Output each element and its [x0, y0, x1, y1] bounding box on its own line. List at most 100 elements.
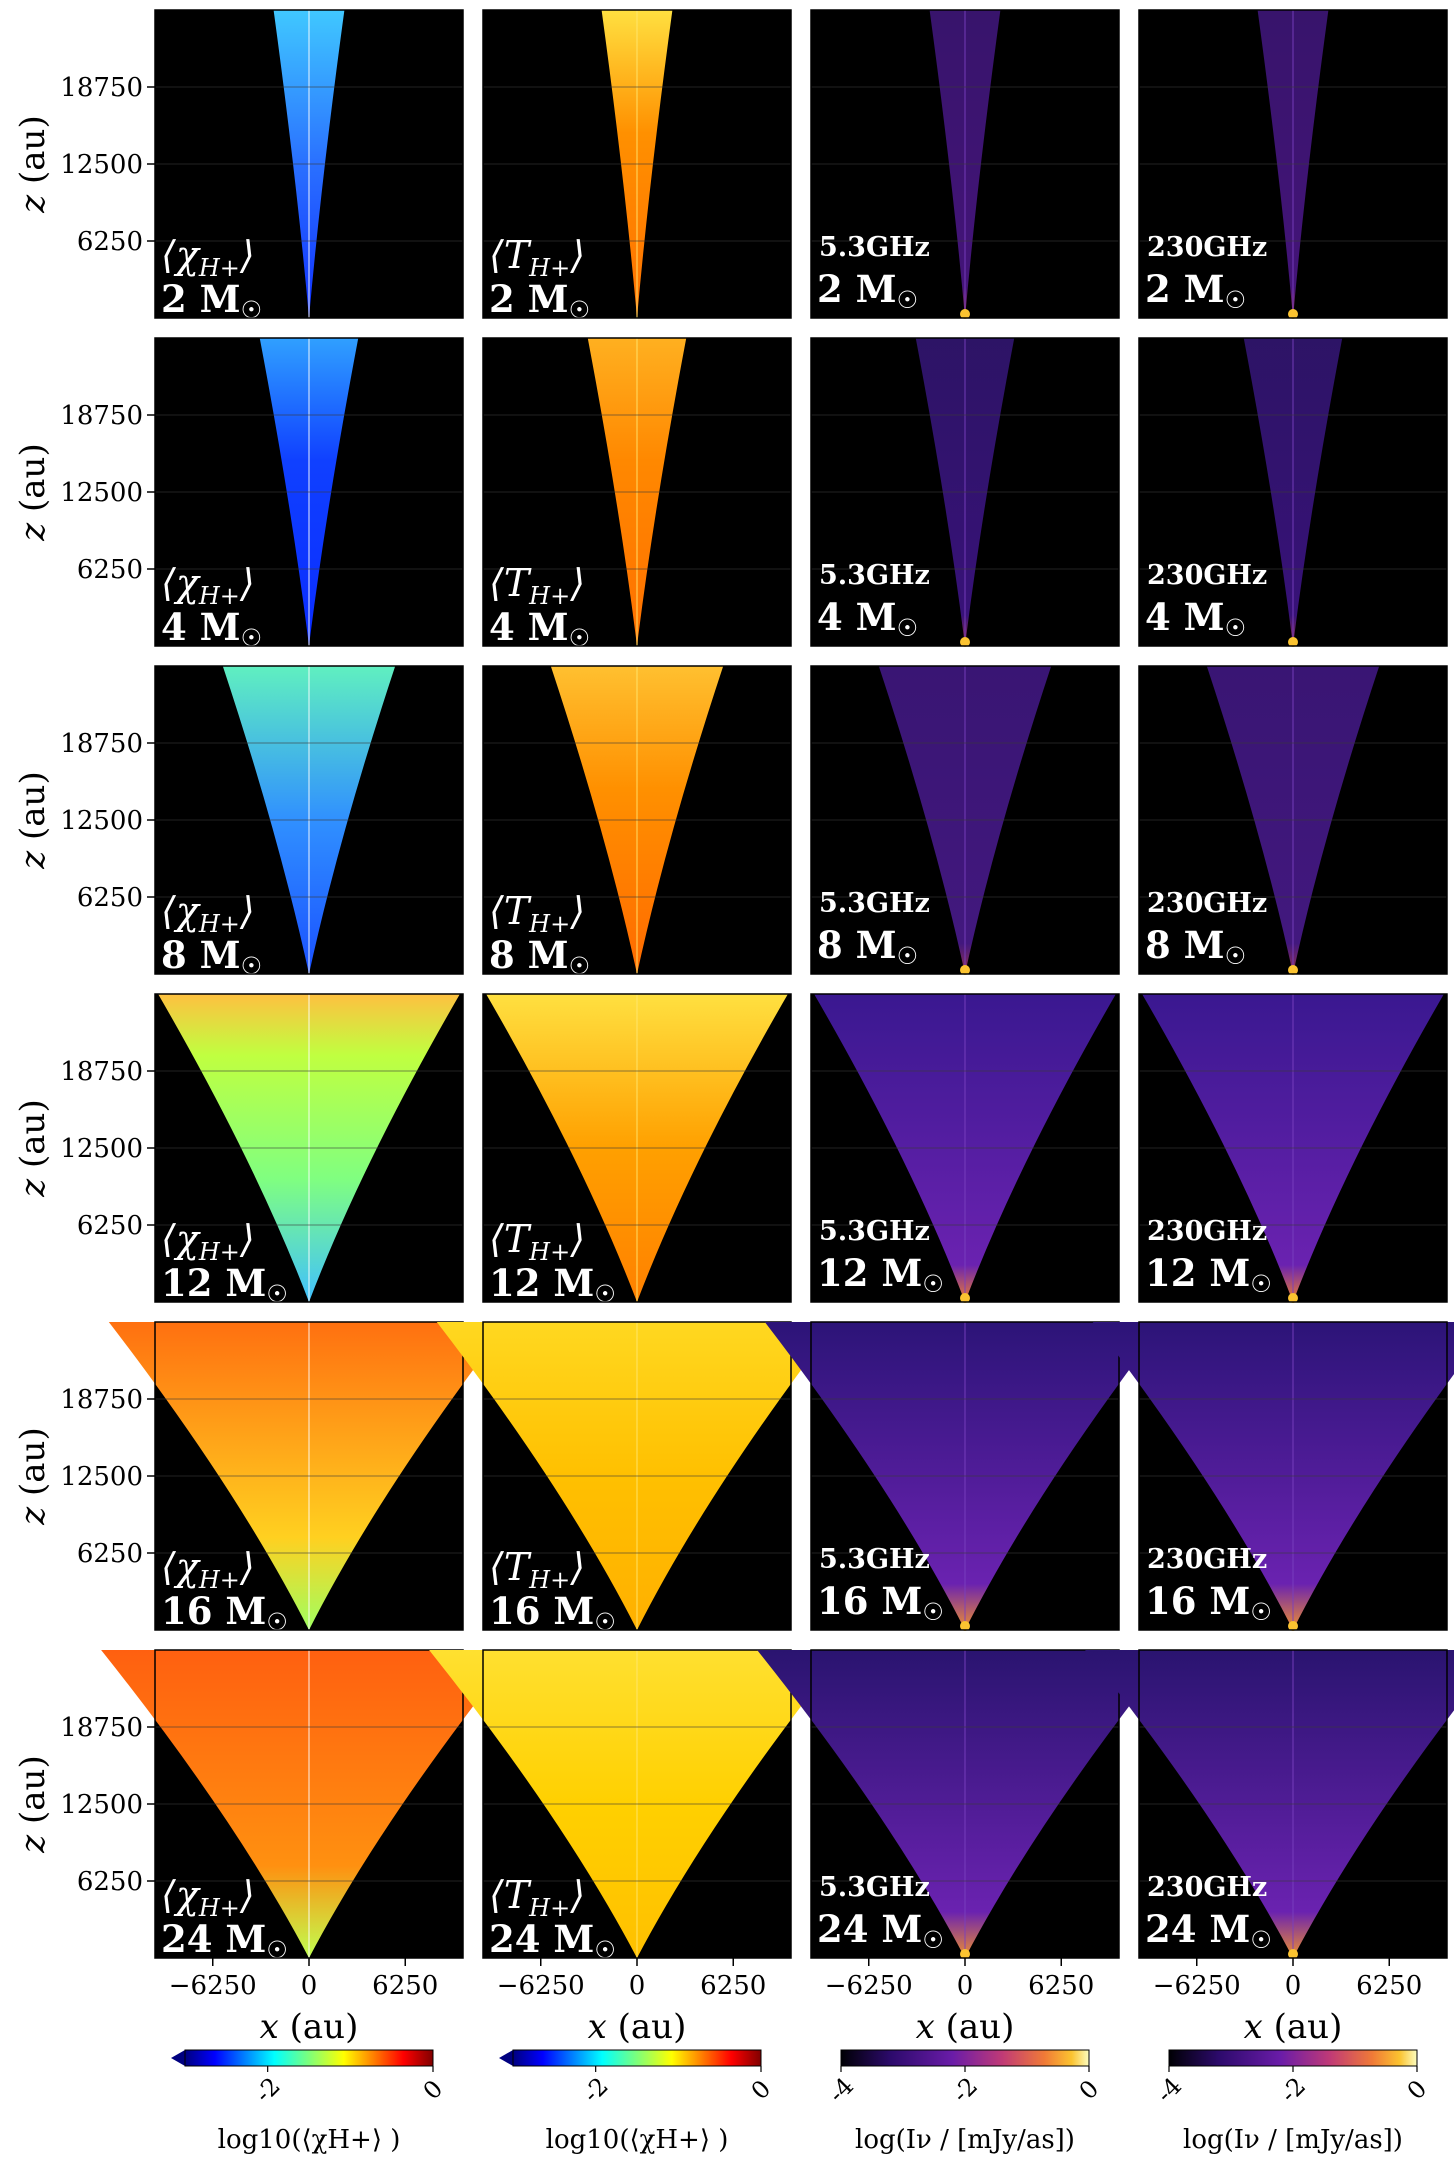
- panel-chi-2msun: ⟨χH+⟩2 M☉: [154, 9, 464, 324]
- source-peak: [1288, 1621, 1298, 1631]
- y-tick-label: 12500: [60, 478, 143, 508]
- panel-frame: [482, 665, 792, 975]
- frequency-label: 5.3GHz: [819, 560, 930, 591]
- source-peak: [960, 637, 970, 647]
- mass-label: 16 M☉: [489, 1589, 616, 1636]
- source-peak: [960, 1621, 970, 1631]
- colorbar-tick-label: 0: [746, 2075, 777, 2106]
- frequency-label: 230GHz: [1147, 1872, 1267, 1903]
- colorbar-gradient: [840, 2049, 1090, 2067]
- y-tick-label: 6250: [77, 555, 143, 585]
- panel-frame: [1138, 9, 1448, 319]
- colorbar-tick-label: 0: [1074, 2075, 1105, 2106]
- quantity-label: ⟨χH+⟩: [161, 1217, 255, 1266]
- mass-label: 4 M☉: [1145, 595, 1246, 642]
- y-tick-label: 18750: [60, 73, 143, 103]
- colorbar-i53: -4 -2 0 log(Iν / [mJy/as]): [823, 2049, 1105, 2155]
- mass-label: 8 M☉: [489, 933, 590, 980]
- panel-temp-4msun: ⟨TH+⟩4 M☉: [482, 337, 792, 652]
- panel-temp-16msun: ⟨TH+⟩16 M☉: [436, 1321, 838, 1636]
- x-axis-label: x (au): [260, 2007, 359, 2047]
- panel-frame: [1138, 1321, 1448, 1631]
- y-axis-label: z (au): [13, 771, 53, 869]
- colorbar-i230: -4 -2 0 log(Iν / [mJy/as]): [1151, 2049, 1433, 2155]
- panel-chi-12msun: ⟨χH+⟩12 M☉: [154, 993, 464, 1308]
- x-tick-label: 0: [1285, 1971, 1302, 2001]
- panel-chi-4msun: ⟨χH+⟩4 M☉: [154, 337, 464, 652]
- mass-label: 2 M☉: [1145, 267, 1246, 314]
- panel-temp-2msun: ⟨TH+⟩2 M☉: [482, 9, 792, 324]
- panel-chi-8msun: ⟨χH+⟩8 M☉: [154, 665, 464, 980]
- y-tick-label: 6250: [77, 1211, 143, 1241]
- x-axis-temp: −6250 0 6250 x (au): [497, 1958, 766, 2047]
- mass-label: 2 M☉: [161, 277, 262, 324]
- panel-temp-8msun: ⟨TH+⟩8 M☉: [482, 665, 792, 980]
- panel-frame: [1138, 993, 1448, 1303]
- panel-frame: [482, 9, 792, 319]
- x-tick-label: 6250: [372, 1971, 438, 2001]
- colorbar-tick-label: -4: [1151, 2072, 1187, 2108]
- x-tick-label: 6250: [1356, 1971, 1422, 2001]
- colorbar-label: log(Iν / [mJy/as]): [855, 2125, 1075, 2155]
- frequency-label: 230GHz: [1147, 560, 1267, 591]
- mass-label: 2 M☉: [817, 267, 918, 314]
- colorbar-extend-arrow: [499, 2050, 513, 2066]
- y-tick-label: 18750: [60, 1385, 143, 1415]
- y-axis-label: z (au): [13, 1427, 53, 1525]
- mass-label: 4 M☉: [161, 605, 262, 652]
- frequency-label: 230GHz: [1147, 1216, 1267, 1247]
- y-tick-label: 12500: [60, 1790, 143, 1820]
- mass-label: 16 M☉: [817, 1579, 944, 1626]
- source-peak: [1288, 1293, 1298, 1303]
- y-tick-label: 12500: [60, 1134, 143, 1164]
- panel-i53-16msun: 5.3GHz 16 M☉: [764, 1321, 1166, 1631]
- panel-i230-4msun: 230GHz 4 M☉: [1138, 337, 1448, 647]
- mass-label: 8 M☉: [817, 923, 918, 970]
- x-tick-label: 6250: [1028, 1971, 1094, 2001]
- mass-label: 4 M☉: [489, 605, 590, 652]
- quantity-label: ⟨χH+⟩: [161, 1545, 255, 1594]
- panel-frame: [1138, 665, 1448, 975]
- colorbar-tick-label: -2: [1275, 2072, 1311, 2108]
- panel-frame: [810, 1321, 1120, 1631]
- panel-chi-24msun: ⟨χH+⟩24 M☉: [101, 1649, 517, 1964]
- y-axis-label: z (au): [13, 1099, 53, 1197]
- x-axis-chi: −6250 0 6250 x (au): [169, 1958, 438, 2047]
- y-axis-label: z (au): [13, 115, 53, 213]
- quantity-label: ⟨TH+⟩: [489, 561, 585, 610]
- source-peak: [1288, 1949, 1298, 1959]
- x-axis-label: x (au): [588, 2007, 687, 2047]
- y-tick-label: 18750: [60, 1057, 143, 1087]
- x-axis-label: x (au): [1244, 2007, 1343, 2047]
- panel-i53-8msun: 5.3GHz 8 M☉: [810, 665, 1120, 975]
- panel-frame: [1138, 337, 1448, 647]
- mass-label: 12 M☉: [1145, 1251, 1272, 1298]
- mass-label: 12 M☉: [817, 1251, 944, 1298]
- panel-i53-4msun: 5.3GHz 4 M☉: [810, 337, 1120, 647]
- panel-chi-16msun: ⟨χH+⟩16 M☉: [108, 1321, 510, 1636]
- x-tick-label: 6250: [700, 1971, 766, 2001]
- panel-i230-16msun: 230GHz 16 M☉: [1092, 1321, 1454, 1631]
- mass-label: 16 M☉: [1145, 1579, 1272, 1626]
- quantity-label: ⟨χH+⟩: [161, 233, 255, 282]
- frequency-label: 230GHz: [1147, 232, 1267, 263]
- colorbar-tick-label: -2: [249, 2072, 285, 2108]
- panel-i53-2msun: 5.3GHz 2 M☉: [810, 9, 1120, 319]
- source-peak: [960, 1293, 970, 1303]
- panel-temp-24msun: ⟨TH+⟩24 M☉: [429, 1649, 845, 1964]
- frequency-label: 5.3GHz: [819, 1544, 930, 1575]
- x-tick-label: −6250: [825, 1971, 913, 2001]
- frequency-label: 230GHz: [1147, 888, 1267, 919]
- quantity-label: ⟨χH+⟩: [161, 889, 255, 938]
- panel-i230-12msun: 230GHz 12 M☉: [1138, 993, 1448, 1303]
- quantity-label: ⟨TH+⟩: [489, 1873, 585, 1922]
- colorbar-tick-label: 0: [1402, 2075, 1433, 2106]
- mass-label: 12 M☉: [161, 1261, 288, 1308]
- source-peak: [960, 965, 970, 975]
- frequency-label: 230GHz: [1147, 1544, 1267, 1575]
- x-tick-label: 0: [957, 1971, 974, 2001]
- colorbar-label: log10(⟨χH+⟩ ): [546, 2125, 729, 2155]
- mass-label: 24 M☉: [817, 1907, 944, 1954]
